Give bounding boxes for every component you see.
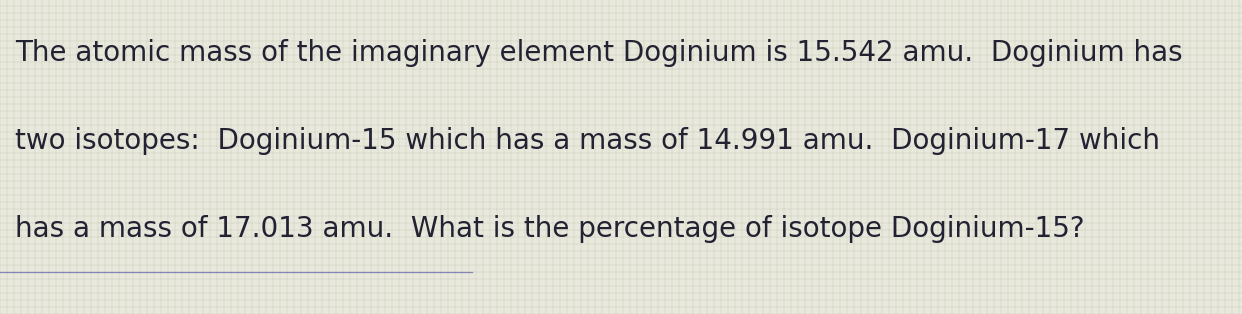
Text: two isotopes:  Doginium-15 which has a mass of 14.991 amu.  Doginium-17 which: two isotopes: Doginium-15 which has a ma… (15, 127, 1160, 155)
Text: has a mass of 17.013 amu.  What is the percentage of isotope Doginium-15?: has a mass of 17.013 amu. What is the pe… (15, 215, 1084, 243)
Text: The atomic mass of the imaginary element Doginium is 15.542 amu.  Doginium has: The atomic mass of the imaginary element… (15, 39, 1182, 68)
